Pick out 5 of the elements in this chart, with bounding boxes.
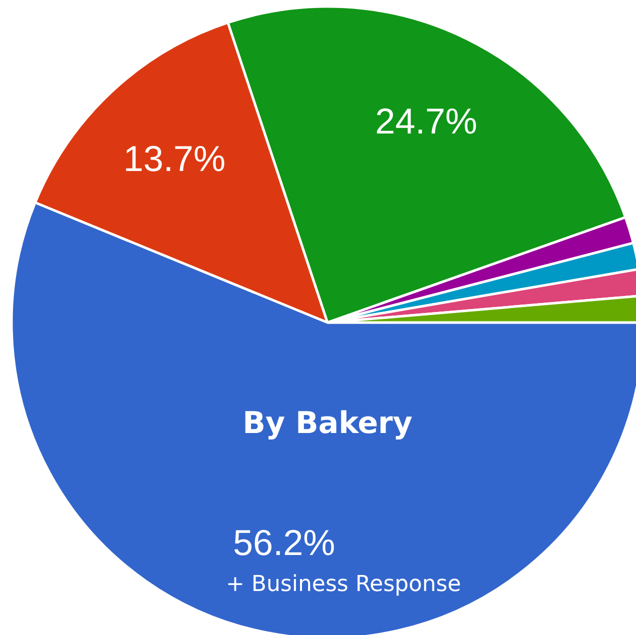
data-label: 13.7% bbox=[123, 138, 226, 179]
data-label: 24.7% bbox=[375, 100, 478, 142]
text: + Business Response bbox=[226, 572, 462, 597]
text: By Bakery bbox=[242, 406, 413, 441]
data-label: 56.2% bbox=[233, 522, 336, 564]
